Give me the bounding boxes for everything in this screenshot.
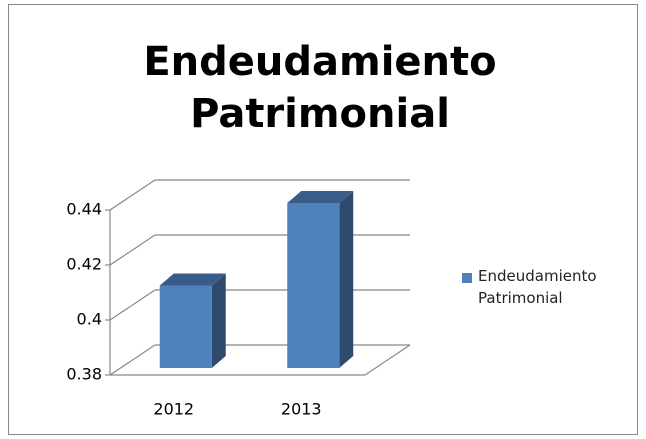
y-tick-label: 0.4 <box>77 310 102 329</box>
chart-title: Endeudamiento Patrimonial <box>143 39 497 137</box>
y-tick-label: 0.38 <box>66 365 102 384</box>
grid-line <box>109 289 156 321</box>
y-tick-label: 0.44 <box>66 200 102 219</box>
chart-frame <box>8 4 638 435</box>
bar-top <box>287 191 354 203</box>
x-tick-label: 2012 <box>153 400 194 419</box>
bar-side <box>339 191 354 368</box>
legend-swatch <box>462 273 472 283</box>
grid-line <box>109 179 156 211</box>
grid-line <box>109 234 156 266</box>
legend-label: Endeudamiento Patrimonial <box>478 267 597 307</box>
floor-edge <box>364 344 411 376</box>
bar <box>159 285 212 368</box>
grid-line <box>109 344 156 376</box>
bar <box>287 203 340 368</box>
x-tick-label: 2013 <box>281 400 322 419</box>
bar-side <box>211 273 226 368</box>
bar-top <box>159 273 226 286</box>
y-tick-label: 0.42 <box>66 255 102 274</box>
